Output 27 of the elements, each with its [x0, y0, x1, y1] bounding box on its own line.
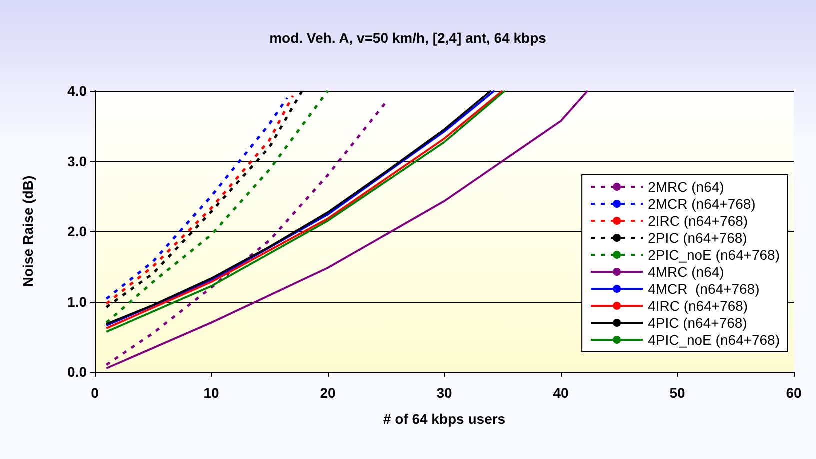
x-tick-label: 40 [553, 385, 569, 401]
legend-label: 4PIC (n64+768) [648, 315, 748, 331]
x-tick-label: 50 [670, 385, 686, 401]
x-tick-label: 0 [91, 385, 100, 401]
legend-label: 4MRC (n64) [648, 264, 724, 280]
chart-title: mod. Veh. A, v=50 km/h, [2,4] ant, 64 kbps [270, 30, 547, 46]
x-tick-label: 20 [320, 385, 336, 401]
legend-label: 2MRC (n64) [648, 179, 724, 195]
legend-label: 2MCR (n64+768) [648, 196, 756, 212]
y-tick-label: 1.0 [68, 294, 88, 310]
y-axis-title: Noise Raise (dB) [20, 176, 36, 288]
y-tick-label: 4.0 [68, 83, 88, 99]
legend-label: 4PIC_noE (n64+768) [648, 332, 780, 348]
legend-label: 4IRC (n64+768) [648, 298, 748, 314]
x-tick-label: 10 [204, 385, 220, 401]
y-tick-label: 0.0 [68, 364, 88, 380]
x-axis-title: # of 64 kbps users [383, 411, 506, 427]
line-series [105, 90, 330, 324]
x-tick-label: 60 [786, 385, 802, 401]
y-tick-label: 3.0 [68, 153, 88, 170]
line-series [106, 90, 589, 370]
legend-label: 2IRC (n64+768) [648, 213, 748, 229]
legend-label: 4MCR (n64+768) [648, 281, 760, 297]
y-tick-label: 2.0 [68, 224, 88, 240]
legend-label: 2PIC_noE (n64+768) [648, 247, 780, 263]
legend-label: 2PIC (n64+768) [648, 230, 748, 246]
x-tick-label: 30 [436, 385, 452, 401]
